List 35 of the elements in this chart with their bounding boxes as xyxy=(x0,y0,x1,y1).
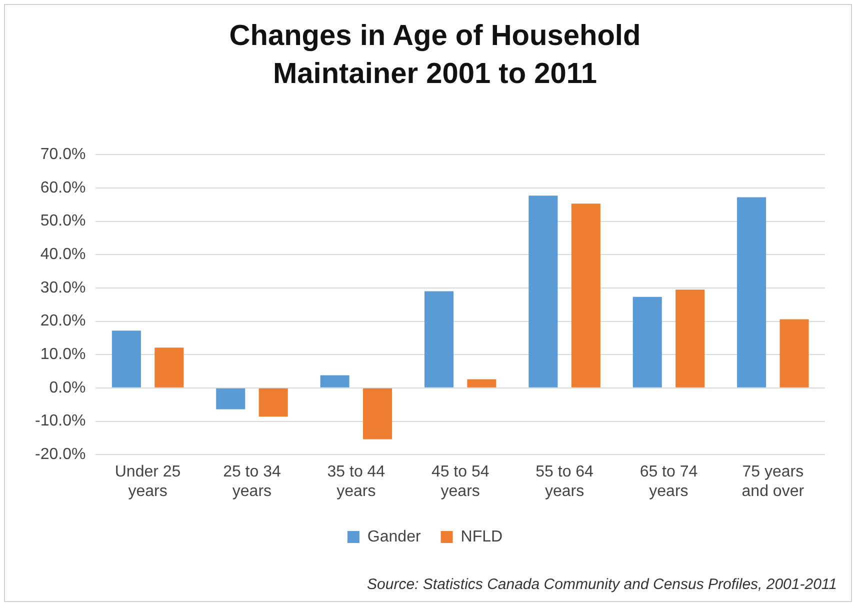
y-tick-label: 30.0% xyxy=(40,279,86,296)
y-tick-label: 10.0% xyxy=(40,346,86,364)
bar xyxy=(216,388,246,410)
bar xyxy=(112,330,141,388)
bar xyxy=(362,388,392,440)
source-note: Source: Statistics Canada Community and Census Profiles, 2001-2011 xyxy=(367,576,837,593)
x-tick-label: 55 to 64 years xyxy=(536,464,594,500)
bar xyxy=(258,388,288,417)
x-tick-label: Under 25 years xyxy=(114,464,181,500)
bar xyxy=(467,379,496,388)
x-tick-label: 25 to 34 years xyxy=(223,464,281,500)
y-tick-label: 70.0% xyxy=(40,146,86,164)
y-tick-label: 40.0% xyxy=(40,246,86,264)
legend-label: NFLD xyxy=(460,528,503,546)
chart-title: Changes in Age of Household Maintainer 2001 to 2011 xyxy=(228,19,642,92)
y-tick-label: 20.0% xyxy=(40,312,86,330)
bar xyxy=(780,319,809,388)
bar xyxy=(632,296,662,388)
bar xyxy=(424,291,454,388)
y-tick-label: 60.0% xyxy=(40,179,86,196)
y-tick-label: 0.0% xyxy=(49,379,86,396)
x-tick-label: 35 to 44 years xyxy=(327,464,386,500)
legend-label: Gander xyxy=(367,528,422,546)
bar xyxy=(154,348,184,388)
y-tick-label: -20.0% xyxy=(34,446,86,464)
bar xyxy=(528,196,558,388)
x-tick-label: 45 to 54 years xyxy=(431,464,490,500)
y-tick-label: -10.0% xyxy=(34,412,86,430)
x-tick-label: 75 years and over xyxy=(742,464,805,500)
x-tick-label: 65 to 74 years xyxy=(640,464,698,500)
bar xyxy=(737,197,766,388)
y-tick-label: 50.0% xyxy=(40,212,86,230)
bar xyxy=(676,290,705,388)
bar xyxy=(571,204,600,388)
bar xyxy=(320,375,350,388)
